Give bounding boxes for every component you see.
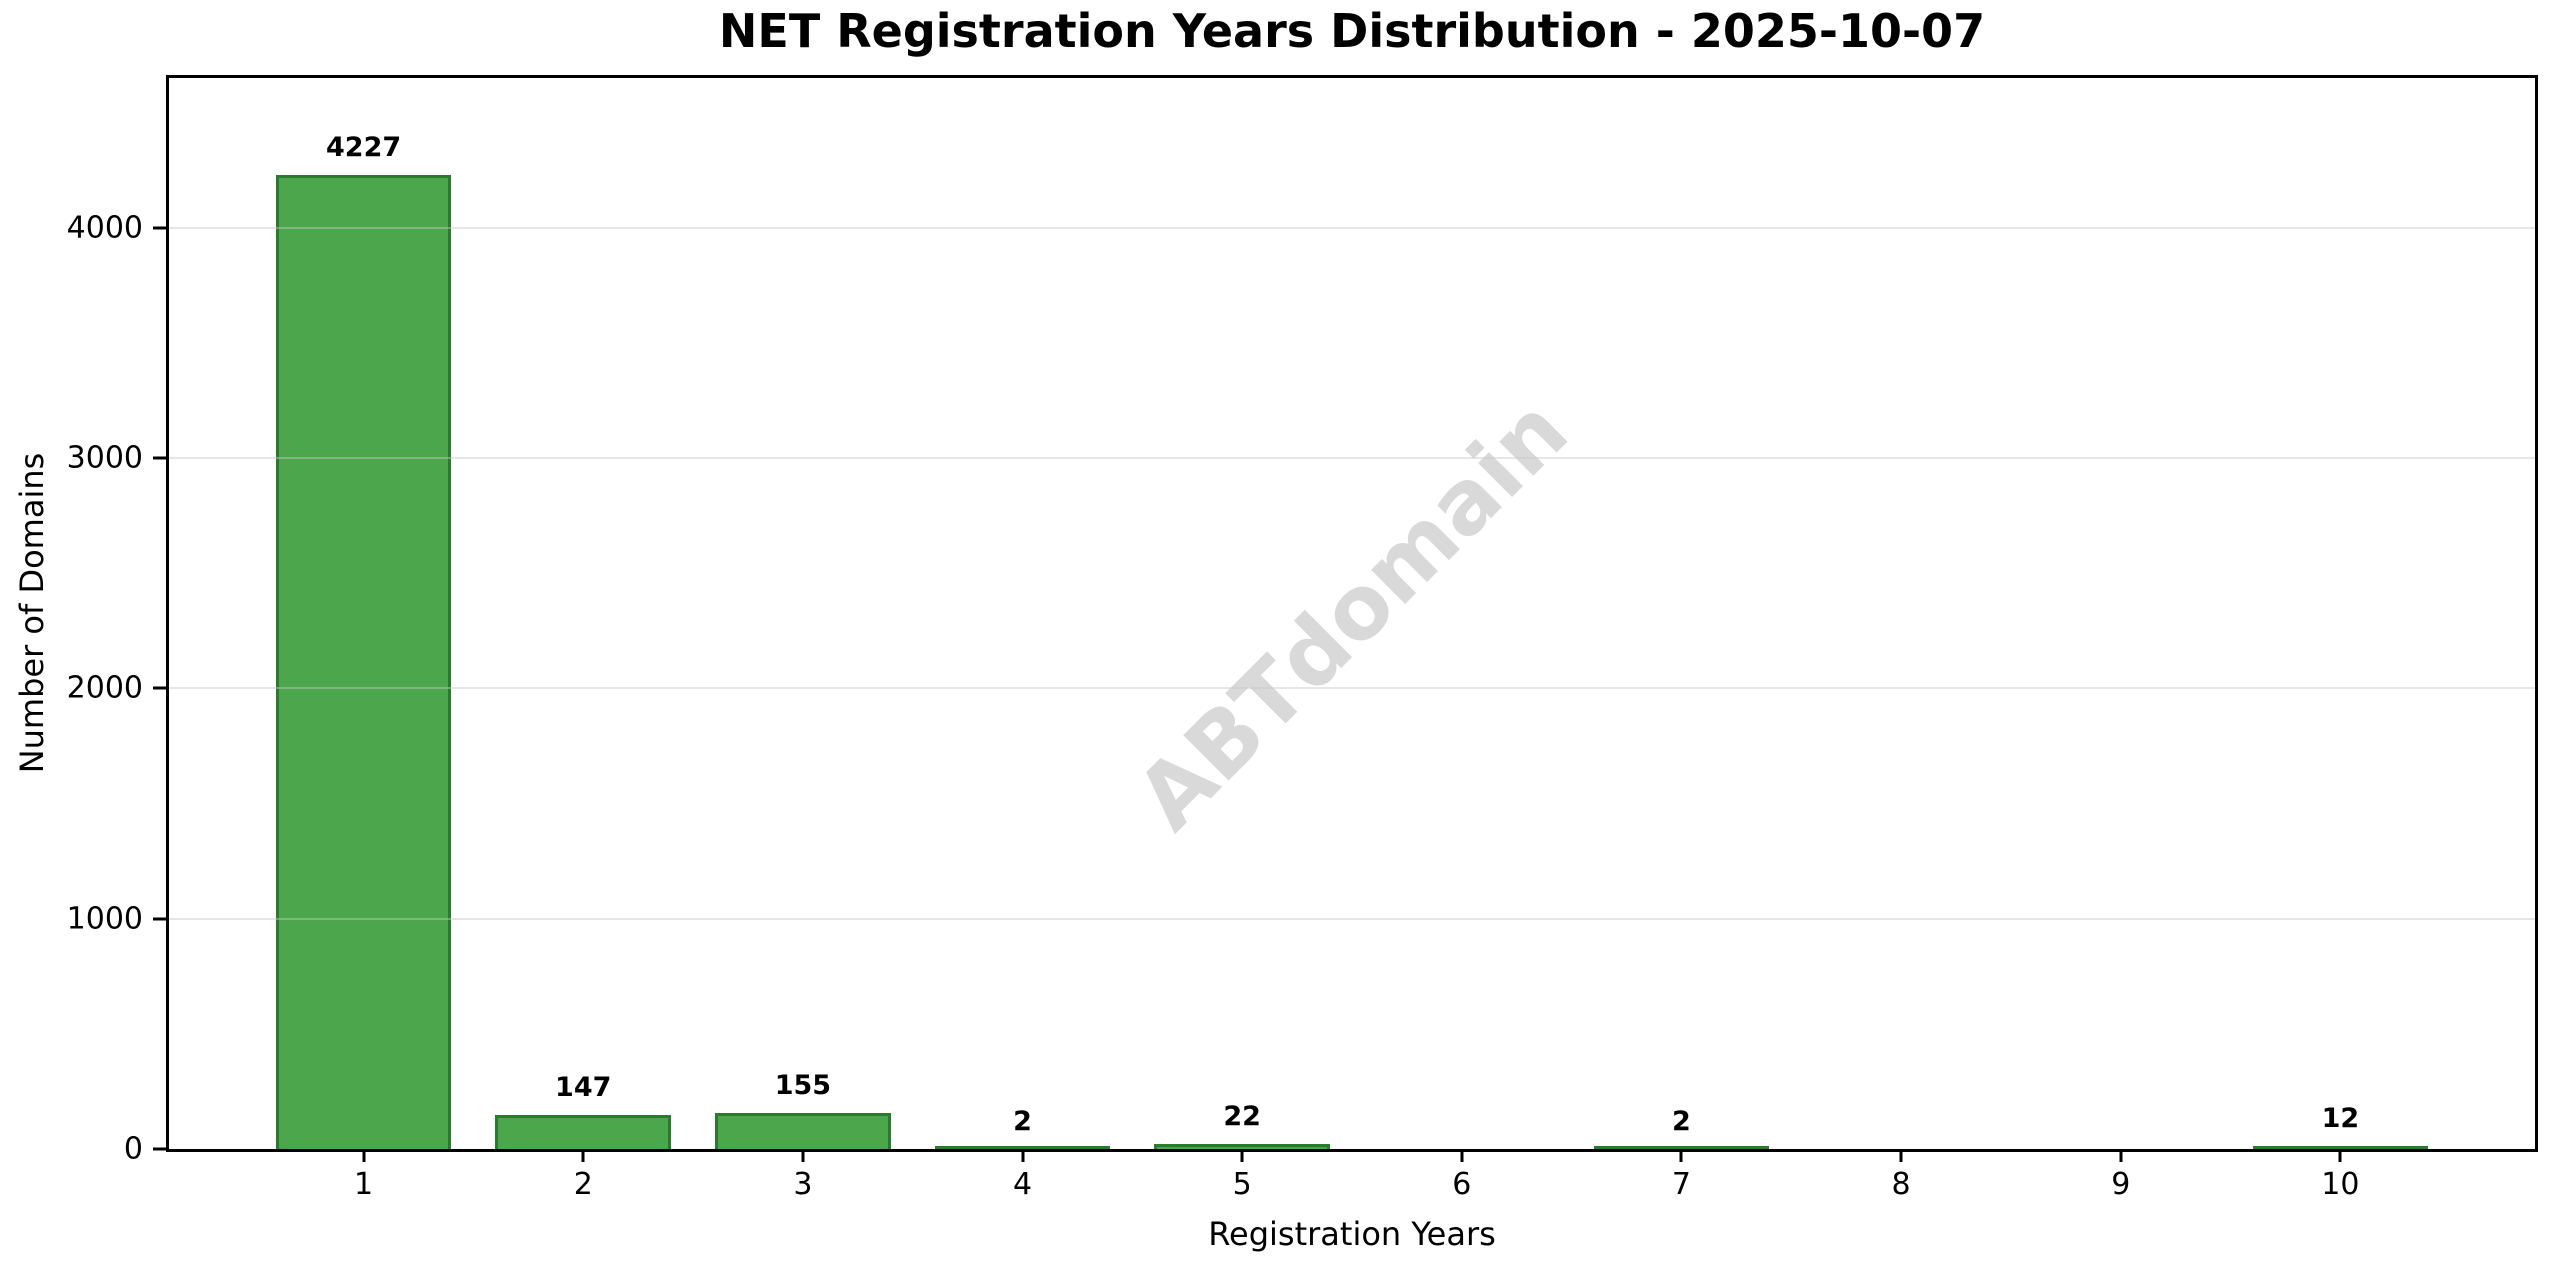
x-tick-mark-8: [1899, 1149, 1903, 1162]
bar-year-10: [2252, 1146, 2429, 1149]
bar-value-label-1: 4227: [326, 132, 402, 164]
y-tick-mark-0: [153, 1147, 166, 1151]
x-tick-mark-10: [2338, 1149, 2342, 1162]
x-tick-mark-9: [2119, 1149, 2123, 1162]
bar-value-label-3: 155: [774, 1070, 832, 1102]
y-tick-label-2000: 2000: [66, 670, 143, 706]
gridline-y-2000: [169, 687, 2535, 690]
bar-year-2: [495, 1115, 672, 1149]
x-tick-mark-6: [1460, 1149, 1464, 1162]
plot-area: ABTdomain 4227 147 155 2 22 2 12 1 2 3 4 5 6 7 8 9 10 0…: [67, 75, 2538, 1202]
x-tick-mark-5: [1240, 1149, 1244, 1162]
bar-value-label-2: 147: [555, 1072, 612, 1104]
bar-value-label-4: 2: [1013, 1105, 1032, 1137]
chart-title: NET Registration Years Distribution - 20…: [718, 4, 1986, 58]
x-tick-label-5: 5: [1232, 1167, 1252, 1202]
bar-value-label-7: 2: [1672, 1105, 1691, 1137]
x-axis-title: Registration Years: [1208, 1215, 1496, 1253]
y-tick-mark-1000: [153, 917, 166, 921]
bar-year-4: [934, 1146, 1111, 1149]
x-tick-mark-4: [1021, 1149, 1025, 1162]
x-tick-label-6: 6: [1452, 1167, 1472, 1202]
watermark-text: ABTdomain: [1116, 378, 1588, 849]
x-tick-label-3: 3: [793, 1167, 813, 1202]
x-tick-mark-2: [581, 1149, 585, 1162]
bar-value-label-10: 12: [2321, 1103, 2360, 1135]
gridline-y-4000: [169, 226, 2535, 229]
x-tick-label-10: 10: [2321, 1167, 2360, 1202]
bar-year-7: [1593, 1146, 1770, 1149]
bar-value-label-5: 22: [1223, 1100, 1261, 1132]
x-tick-label-2: 2: [573, 1167, 593, 1202]
y-tick-mark-4000: [153, 226, 166, 230]
y-tick-mark-3000: [153, 456, 166, 460]
x-tick-label-1: 1: [354, 1167, 374, 1202]
bar-year-1: [275, 175, 452, 1149]
x-tick-mark-3: [801, 1149, 805, 1162]
y-tick-mark-2000: [153, 686, 166, 690]
y-axis-title: Number of Domains: [13, 452, 51, 774]
y-tick-label-4000: 4000: [66, 210, 143, 246]
y-tick-label-1000: 1000: [66, 901, 143, 937]
y-tick-label-3000: 3000: [66, 440, 143, 476]
bar-year-3: [715, 1113, 891, 1149]
bar-year-5: [1154, 1143, 1331, 1149]
x-tick-mark-7: [1679, 1149, 1683, 1162]
x-tick-label-9: 9: [2111, 1167, 2131, 1202]
gridline-y-3000: [169, 457, 2535, 460]
x-tick-mark-1: [362, 1149, 366, 1162]
y-tick-label-0: 0: [123, 1131, 143, 1167]
x-tick-label-8: 8: [1891, 1167, 1911, 1202]
gridline-y-1000: [169, 917, 2535, 920]
x-tick-label-7: 7: [1671, 1167, 1691, 1202]
x-tick-label-4: 4: [1012, 1167, 1033, 1202]
